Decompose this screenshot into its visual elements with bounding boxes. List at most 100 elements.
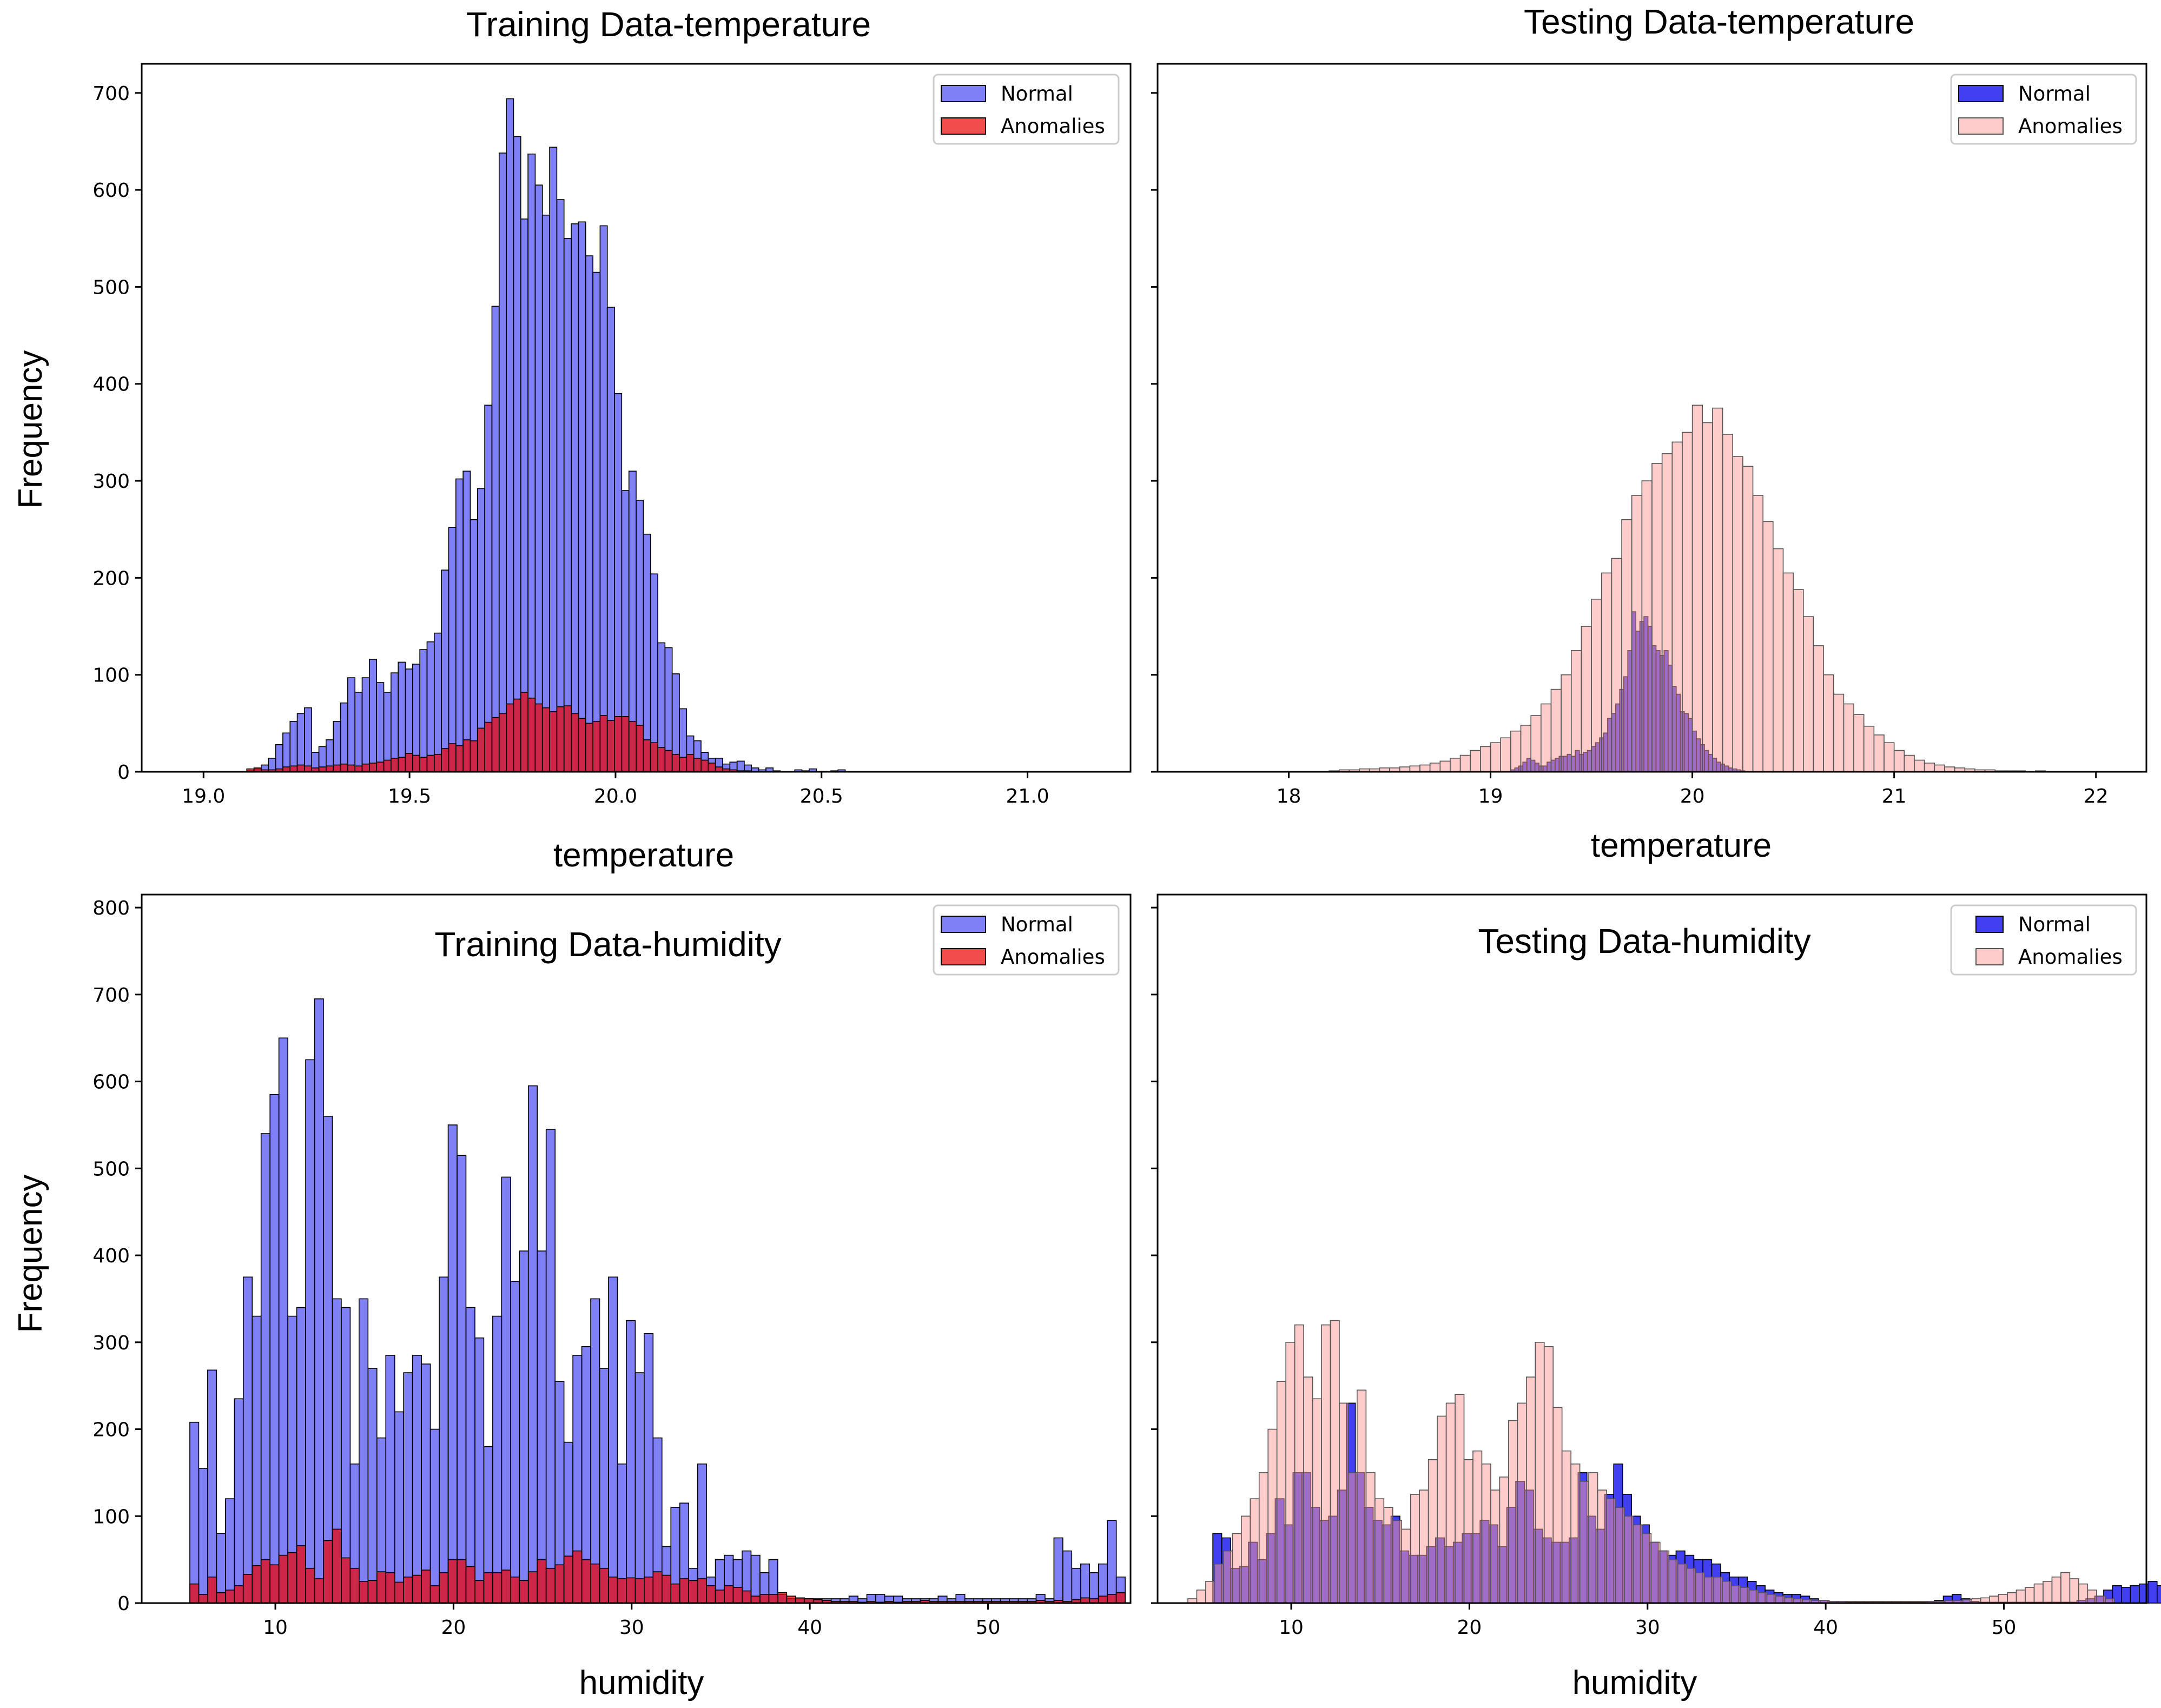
bar-anomalies [2007,1592,2017,1604]
bar-anomalies [1762,521,1774,772]
bar-anomalies [1570,1464,1581,1604]
bar-anomalies [2051,1576,2061,1604]
x-tick-label: 22 [2084,785,2109,807]
bar-anomalies [2015,1590,2026,1604]
bar-anomalies [2060,1572,2071,1604]
bar-anomalies [1651,462,1663,772]
bar-anomalies [501,1570,511,1604]
bar-anomalies [376,762,385,772]
bar-normal [426,641,435,772]
bar-anomalies [606,720,615,772]
bar-anomalies [1606,1498,1616,1604]
bar-anomalies [341,1557,351,1604]
bar-normal [2130,1585,2140,1604]
bar-normal [590,1298,600,1604]
bar-anomalies [1535,1341,1545,1604]
bar-anomalies [1742,466,1754,772]
bar-anomalies [439,1572,449,1604]
bar-anomalies [189,1583,200,1604]
bar-anomalies [708,763,716,772]
bar-normal [433,632,442,772]
bar-normal [541,214,550,772]
bar-anomalies [1823,674,1834,772]
bar-anomalies [742,1590,752,1604]
bar-normal [361,677,370,772]
bar-anomalies [1303,1376,1313,1604]
bar-anomalies [1445,1402,1456,1604]
bar-anomalies [483,1572,493,1604]
legend-label-normal: Normal [1001,913,1073,936]
bar-anomalies [1611,558,1622,772]
bar-anomalies [383,759,392,772]
bar-anomalies [1833,693,1845,772]
y-tick-label: 500 [92,1158,130,1180]
bar-anomalies [326,765,334,772]
legend-label-normal: Normal [1001,82,1073,105]
bar-anomalies [670,1583,680,1604]
bar-anomalies [1904,754,1915,772]
bar-anomalies [1782,572,1794,772]
bar-anomalies [1813,645,1824,772]
bar-anomalies [260,1559,270,1604]
bar-normal [391,672,399,772]
bar-normal [484,405,493,772]
bar-anomalies [1884,742,1895,772]
axes-frame [1157,63,2147,773]
bar-anomalies [252,1565,262,1604]
bar-normal [439,1276,449,1604]
x-tick-label: 40 [1813,1617,1838,1639]
legend: Normal Anomalies [933,74,1120,145]
bar-anomalies [474,1580,485,1604]
bar-anomalies [617,1578,627,1604]
bar-anomalies [1499,1477,1509,1604]
bar-normal [447,1124,458,1604]
bar-anomalies [1704,1576,1714,1604]
bar-anomalies [1597,1489,1607,1604]
bar-normal [304,707,312,772]
bar-anomalies [421,1570,431,1604]
bar-anomalies [1258,1472,1269,1604]
bar-normal [537,1250,547,1604]
bar-anomalies [1722,434,1734,772]
bar-anomalies [1267,1428,1278,1604]
y-tick-label: 0 [117,1593,130,1615]
bar-anomalies [224,1590,235,1604]
bar-anomalies [1581,626,1592,772]
bar-normal [340,702,348,772]
bar-anomalies [1490,1489,1501,1604]
x-tick-label: 19.0 [182,785,225,807]
bar-anomalies [412,754,420,772]
bar-anomalies [1641,480,1653,772]
bar-anomalies [349,1567,360,1604]
y-tick-label: 200 [92,1419,130,1441]
bar-anomalies [693,758,702,772]
bar-normal [644,1333,654,1604]
bar-anomalies [1732,456,1743,772]
x-tick-label: 50 [1992,1617,2017,1639]
axes-frame [141,63,1132,773]
bar-anomalies [2033,1583,2044,1604]
bar-anomalies [394,1581,404,1604]
bar-anomalies [484,721,493,772]
bar-normal [491,306,500,772]
bar-anomalies [403,1576,413,1604]
bar-anomalies [724,1585,734,1604]
bar-anomalies [1520,725,1531,772]
bar-normal [242,1276,253,1604]
bar-anomalies [1561,674,1572,772]
bar-anomalies [750,1596,761,1604]
bar-anomalies [455,745,464,772]
y-tick-label: 500 [92,276,130,299]
bar-anomalies [1624,1515,1634,1604]
bar-normal [421,1363,431,1604]
bar-anomalies [1357,1389,1367,1604]
bar-anomalies [1214,1563,1224,1604]
bar-anomalies [1285,1341,1296,1604]
bar-anomalies [1459,754,1471,772]
bar-anomalies [361,763,370,772]
bar-anomalies [296,764,305,772]
bar-anomalies [412,1574,422,1604]
bar-anomalies [433,753,442,772]
bar-normal [269,1094,280,1604]
bar-anomalies [697,1578,707,1604]
